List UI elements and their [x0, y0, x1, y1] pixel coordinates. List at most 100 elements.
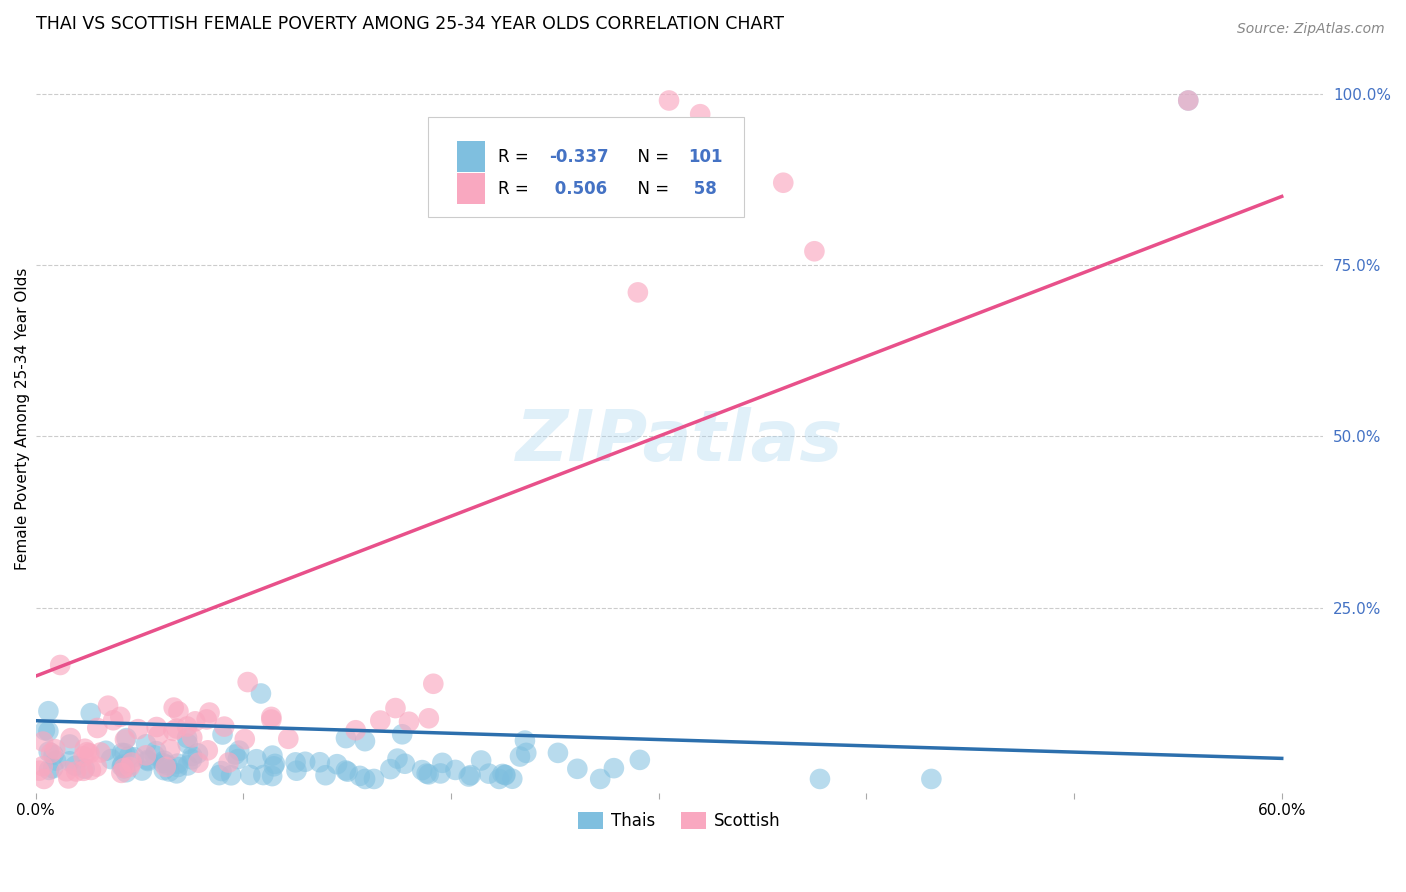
- Point: [111, 759, 134, 773]
- Point: [444, 763, 467, 777]
- Point: [195, 712, 218, 726]
- Point: [114, 732, 136, 747]
- Point: [488, 772, 510, 786]
- Point: [118, 749, 141, 764]
- Point: [31, 759, 53, 773]
- Point: [58, 772, 80, 786]
- Point: [163, 700, 186, 714]
- Text: -0.337: -0.337: [550, 148, 609, 166]
- Point: [73, 741, 96, 756]
- Point: [181, 731, 204, 745]
- Point: [285, 764, 308, 778]
- Point: [176, 737, 198, 751]
- Point: [167, 760, 190, 774]
- Point: [59, 754, 82, 768]
- Point: [73, 762, 96, 776]
- Point: [176, 731, 198, 745]
- Text: N =: N =: [627, 148, 673, 166]
- Point: [208, 768, 231, 782]
- Point: [162, 723, 184, 738]
- Point: [145, 720, 167, 734]
- Point: [260, 713, 283, 727]
- Point: [772, 176, 794, 190]
- Point: [86, 759, 108, 773]
- Point: [152, 756, 174, 771]
- Point: [239, 768, 262, 782]
- Point: [252, 768, 274, 782]
- Point: [250, 686, 273, 700]
- Point: [37, 704, 59, 718]
- Text: R =: R =: [498, 148, 534, 166]
- Text: ZIPatlas: ZIPatlas: [516, 407, 844, 476]
- Point: [284, 756, 307, 770]
- FancyBboxPatch shape: [457, 173, 485, 204]
- Point: [589, 772, 612, 786]
- Point: [122, 750, 145, 764]
- FancyBboxPatch shape: [457, 141, 485, 172]
- Point: [380, 762, 402, 776]
- Text: THAI VS SCOTTISH FEMALE POVERTY AMONG 25-34 YEAR OLDS CORRELATION CHART: THAI VS SCOTTISH FEMALE POVERTY AMONG 25…: [35, 15, 783, 33]
- Point: [567, 762, 589, 776]
- Point: [344, 723, 367, 738]
- Point: [32, 772, 55, 786]
- Point: [79, 747, 101, 761]
- Point: [86, 721, 108, 735]
- Point: [136, 754, 159, 768]
- Point: [72, 749, 94, 764]
- Point: [131, 764, 153, 778]
- Point: [32, 734, 55, 748]
- Point: [398, 714, 420, 729]
- Text: Source: ZipAtlas.com: Source: ZipAtlas.com: [1237, 22, 1385, 37]
- Point: [38, 745, 60, 759]
- Point: [145, 744, 167, 758]
- Point: [49, 658, 72, 673]
- Point: [112, 761, 135, 775]
- Point: [118, 760, 141, 774]
- Point: [418, 711, 440, 725]
- Point: [422, 677, 444, 691]
- Point: [308, 756, 330, 770]
- Point: [689, 107, 711, 121]
- Point: [42, 761, 65, 775]
- Point: [197, 743, 219, 757]
- Point: [166, 756, 188, 771]
- Point: [354, 772, 377, 786]
- Point: [513, 733, 536, 747]
- Point: [55, 764, 77, 779]
- Point: [415, 766, 437, 780]
- Point: [198, 706, 221, 720]
- Point: [349, 769, 371, 783]
- Point: [135, 737, 157, 751]
- Point: [155, 760, 177, 774]
- Point: [658, 94, 681, 108]
- Point: [491, 767, 513, 781]
- Point: [136, 753, 159, 767]
- Point: [233, 732, 256, 747]
- Point: [294, 755, 316, 769]
- Point: [38, 763, 60, 777]
- Legend: Thais, Scottish: Thais, Scottish: [571, 805, 787, 837]
- Point: [245, 752, 267, 766]
- Point: [478, 766, 501, 780]
- Point: [218, 756, 240, 770]
- Point: [263, 759, 285, 773]
- Point: [59, 738, 82, 752]
- Point: [214, 720, 236, 734]
- Point: [76, 745, 98, 759]
- Point: [515, 746, 537, 760]
- Point: [628, 753, 651, 767]
- Point: [181, 752, 204, 766]
- Point: [97, 698, 120, 713]
- Point: [326, 757, 349, 772]
- Point: [277, 731, 299, 746]
- Point: [100, 752, 122, 766]
- Point: [37, 724, 59, 739]
- Point: [236, 675, 259, 690]
- Point: [176, 719, 198, 733]
- Text: 101: 101: [689, 148, 723, 166]
- Point: [152, 763, 174, 777]
- Point: [315, 768, 337, 782]
- Point: [111, 746, 134, 760]
- Point: [387, 751, 409, 765]
- Point: [166, 766, 188, 780]
